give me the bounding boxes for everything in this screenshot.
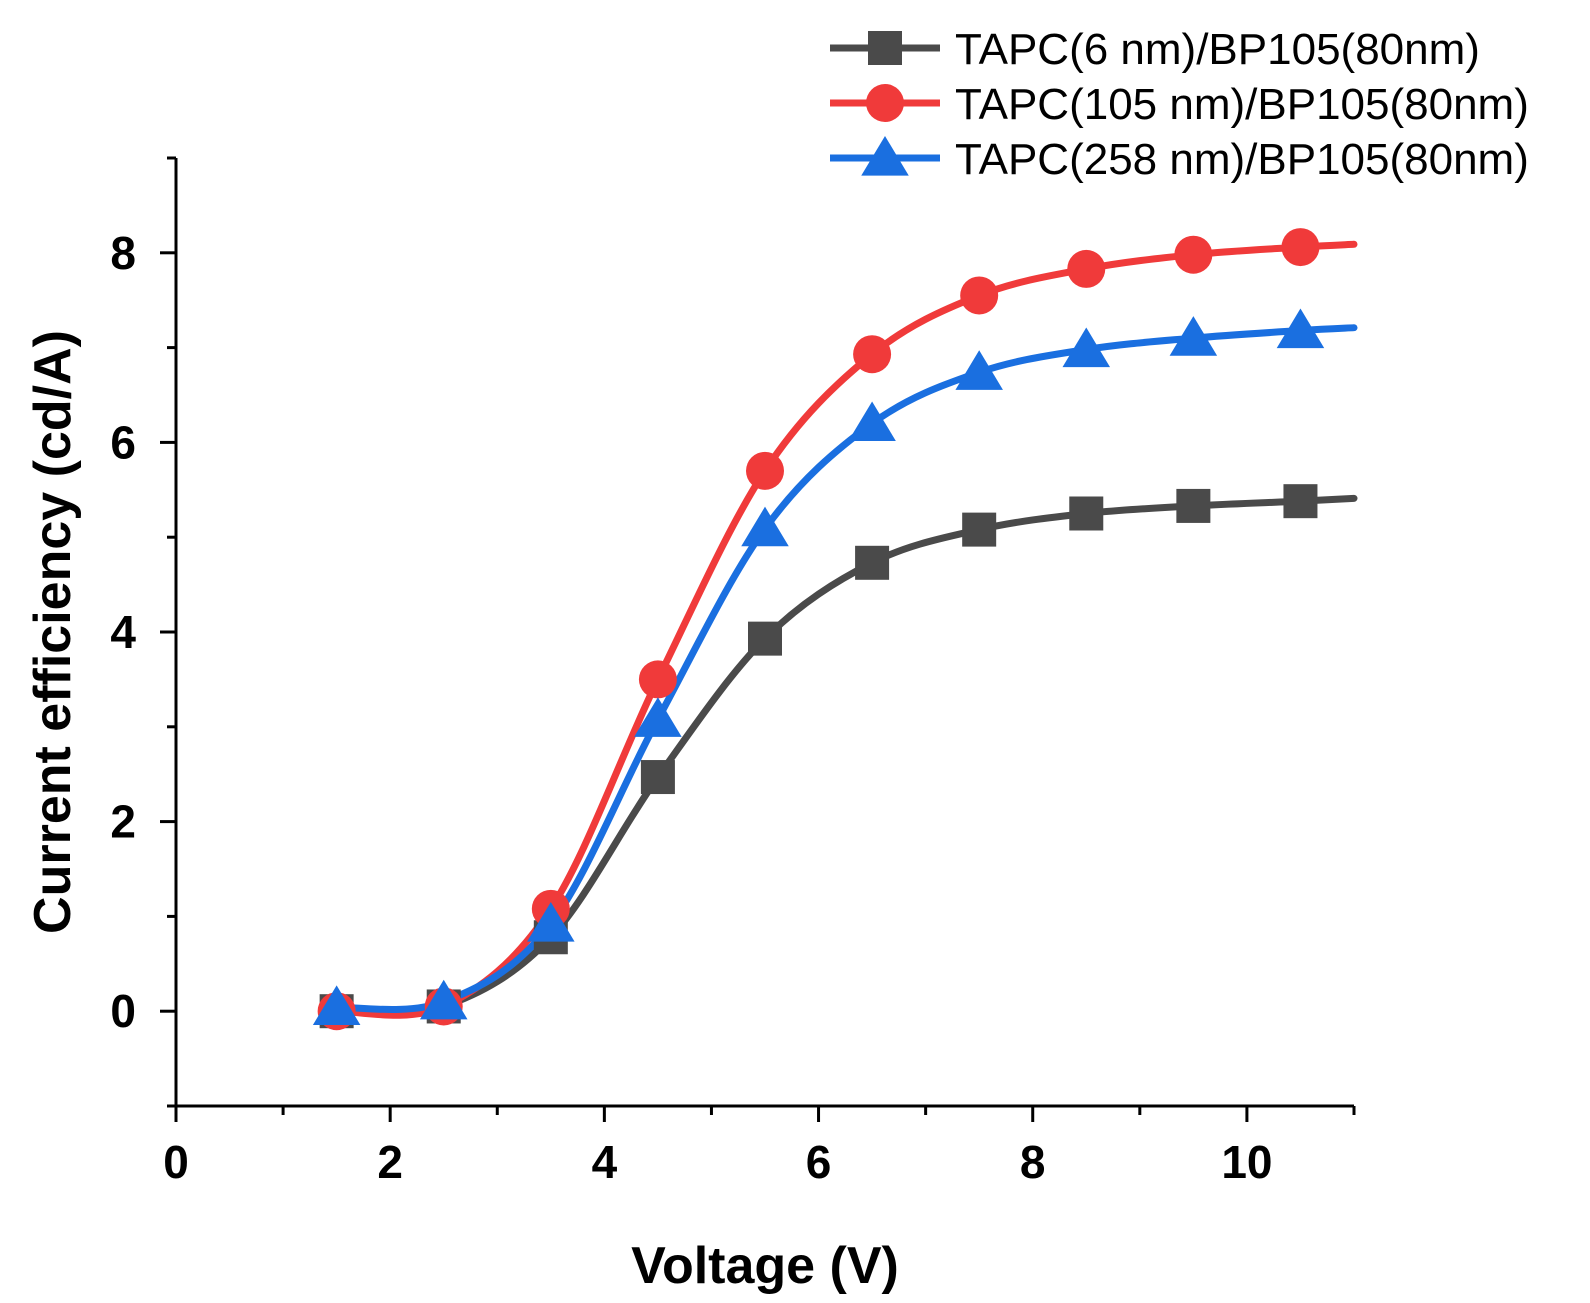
data-point-square bbox=[748, 621, 782, 656]
legend-marker-triangle bbox=[861, 136, 909, 176]
y-tick-label: 2 bbox=[110, 796, 136, 848]
legend-marker-circle bbox=[866, 84, 904, 122]
legend-label: TAPC(105 nm)/BP105(80nm) bbox=[955, 80, 1529, 129]
data-point-triangle bbox=[634, 697, 682, 737]
data-point-circle bbox=[1067, 249, 1106, 288]
data-point-triangle bbox=[419, 979, 468, 1020]
y-tick-label: 8 bbox=[110, 227, 136, 279]
data-point-square bbox=[1176, 488, 1211, 523]
data-point-triangle bbox=[1169, 316, 1218, 356]
legend: TAPC(6 nm)/BP105(80nm) TAPC(105 nm)/BP105… bbox=[830, 25, 1529, 184]
series-line-1 bbox=[333, 494, 1358, 1017]
series-line-2 bbox=[333, 240, 1358, 1019]
y-axis-title: Current efficiency (cd/A) bbox=[24, 330, 82, 934]
data-point-circle bbox=[638, 660, 677, 699]
data-point-triangle bbox=[741, 506, 789, 547]
x-axis-title: Voltage (V) bbox=[631, 1237, 899, 1295]
data-point-circle bbox=[960, 276, 999, 315]
x-tick-label: 0 bbox=[163, 1136, 189, 1188]
series-markers bbox=[312, 228, 1325, 1031]
series-line-3 bbox=[333, 324, 1358, 1013]
data-point-square bbox=[962, 512, 997, 547]
y-tick-label: 4 bbox=[110, 606, 136, 658]
data-point-square bbox=[640, 760, 675, 795]
data-point-square bbox=[1069, 496, 1104, 531]
legend-marker-square bbox=[868, 31, 902, 65]
x-tick-label: 10 bbox=[1221, 1136, 1272, 1188]
x-tick-label: 4 bbox=[592, 1136, 618, 1188]
data-point-circle bbox=[1281, 228, 1320, 267]
y-tick-label: 0 bbox=[110, 985, 136, 1037]
data-point-square bbox=[855, 545, 890, 580]
data-point-triangle bbox=[527, 901, 575, 942]
data-point-circle bbox=[746, 451, 784, 490]
ticks bbox=[160, 156, 1356, 1122]
data-point-square bbox=[1283, 484, 1318, 519]
x-tick-label: 6 bbox=[806, 1136, 832, 1188]
data-point-triangle bbox=[848, 401, 896, 442]
data-point-circle bbox=[853, 335, 892, 374]
data-point-triangle bbox=[1276, 308, 1325, 349]
legend-label: TAPC(6 nm)/BP105(80nm) bbox=[955, 25, 1480, 74]
data-point-triangle bbox=[955, 350, 1003, 390]
legend-label: TAPC(258 nm)/BP105(80nm) bbox=[955, 135, 1529, 184]
series-curves bbox=[333, 240, 1358, 1019]
data-point-triangle bbox=[1062, 327, 1111, 368]
tick-labels: 0 2 4 6 8 10 0 2 4 6 8 bbox=[110, 227, 1272, 1188]
data-point-triangle bbox=[312, 985, 361, 1026]
x-tick-label: 8 bbox=[1020, 1136, 1046, 1188]
x-tick-label: 2 bbox=[377, 1136, 403, 1188]
y-tick-label: 6 bbox=[110, 416, 136, 468]
data-point-circle bbox=[1174, 235, 1213, 274]
